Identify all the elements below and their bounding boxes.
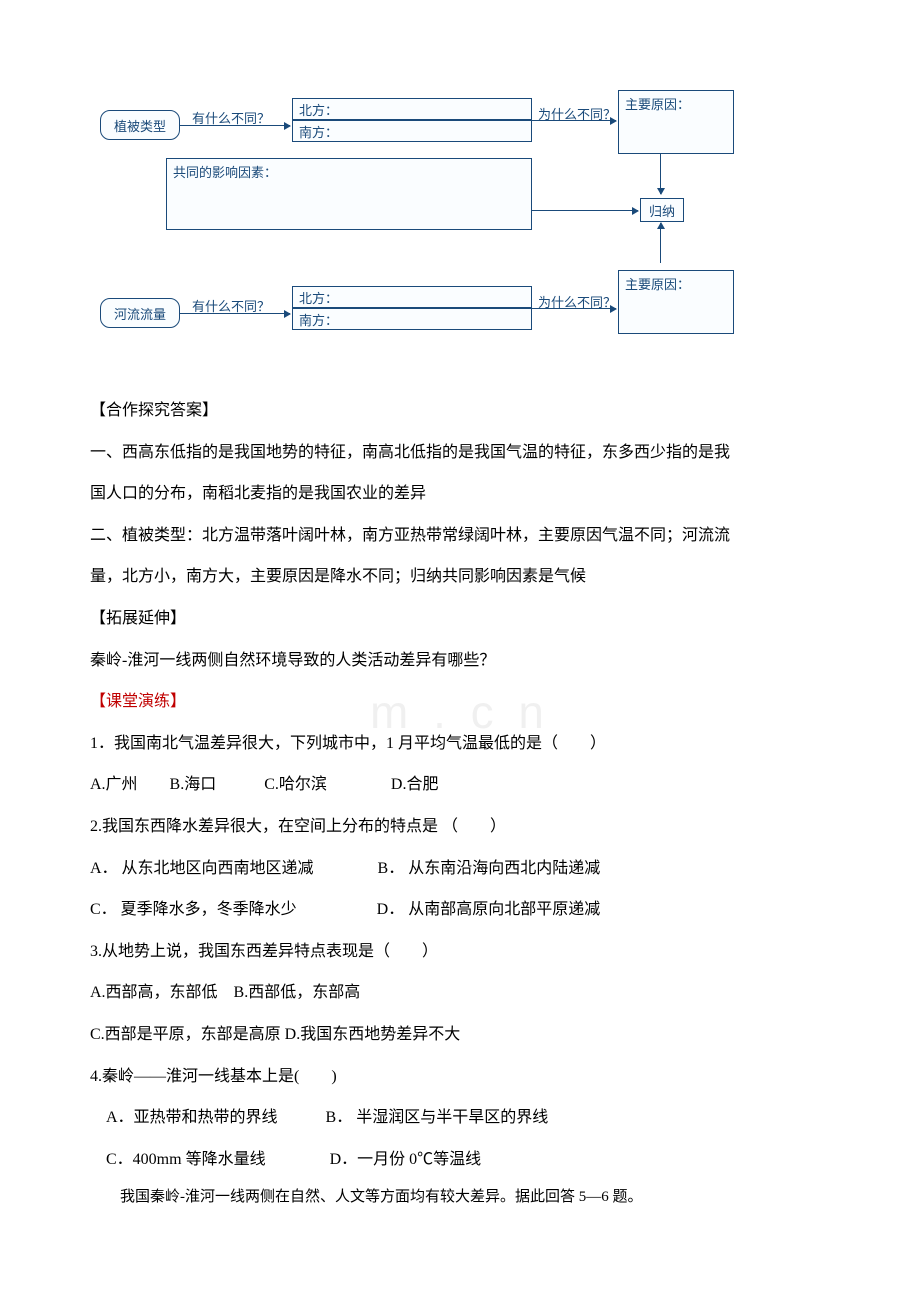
page: 植被类型 有什么不同？ 北方： 南方： 为什么不同？ 主要原因： 共同的影响因素… <box>90 90 830 1215</box>
veg-q-diff: 有什么不同？ <box>192 108 270 127</box>
q4: 4.秦岭——淮河一线基本上是( ) <box>90 1056 830 1098</box>
veg-q-why: 为什么不同？ <box>538 104 616 123</box>
extend-heading: 【拓展延伸】 <box>90 598 830 640</box>
flow-south-box: 南方： <box>292 308 532 330</box>
q3-b: C.西部是平原，东部是高原 D.我国东西地势差异不大 <box>90 1014 830 1056</box>
answers-heading: 【合作探究答案】 <box>90 390 830 432</box>
diagram: 植被类型 有什么不同？ 北方： 南方： 为什么不同？ 主要原因： 共同的影响因素… <box>100 90 820 380</box>
flow-north: 北方： <box>299 288 338 307</box>
common-box: 共同的影响因素： <box>166 158 532 230</box>
veg-reason: 主要原因： <box>625 94 690 113</box>
merge-label: 归纳 <box>649 201 675 220</box>
q3-a: A.西部高，东部低 B.西部低，东部高 <box>90 972 830 1014</box>
extend-q: 秦岭-淮河一线两侧自然环境导致的人类活动差异有哪些？ <box>90 640 830 682</box>
veg-north: 北方： <box>299 100 338 119</box>
answers-l3: 二、植被类型：北方温带落叶阔叶林，南方亚热带常绿阔叶林，主要原因气温不同；河流流 <box>90 515 830 557</box>
merge-box: 归纳 <box>640 198 684 222</box>
q3: 3.从地势上说，我国东西差异特点表现是（ ） <box>90 931 830 973</box>
arrow <box>660 154 661 194</box>
veg-type-box: 植被类型 <box>100 110 180 140</box>
q1-opts: A.广州 B.海口 C.哈尔滨 D.合肥 <box>90 764 830 806</box>
flow-north-box: 北方： <box>292 286 532 308</box>
flow-south: 南方： <box>299 310 338 329</box>
veg-type-label: 植被类型 <box>114 116 166 135</box>
flow-q-diff: 有什么不同？ <box>192 296 270 315</box>
flow-q-why: 为什么不同？ <box>538 292 616 311</box>
q4-a: A．亚热带和热带的界线 B． 半湿润区与半干旱区的界线 <box>90 1097 830 1139</box>
q4-b: C．400mm 等降水量线 D．一月份 0℃等温线 <box>90 1139 830 1181</box>
lead-56: 我国秦岭-淮河一线两侧在自然、人文等方面均有较大差异。据此回答 5—6 题。 <box>90 1180 830 1215</box>
flow-box: 河流流量 <box>100 298 180 328</box>
answers-l2: 国人口的分布，南稻北麦指的是我国农业的差异 <box>90 473 830 515</box>
q1: 1．我国南北气温差异很大，下列城市中，1 月平均气温最低的是（ ） <box>90 723 830 765</box>
practice-heading: 【课堂演练】 <box>90 681 830 723</box>
answers-l1: 一、西高东低指的是我国地势的特征，南高北低指的是我国气温的特征，东多西少指的是我 <box>90 432 830 474</box>
flow-reason-box: 主要原因： <box>618 270 734 334</box>
flow-reason: 主要原因： <box>625 274 690 293</box>
answers-l4: 量，北方小，南方大，主要原因是降水不同；归纳共同影响因素是气候 <box>90 556 830 598</box>
arrow <box>532 210 638 211</box>
veg-reason-box: 主要原因： <box>618 90 734 154</box>
veg-south-box: 南方： <box>292 120 532 142</box>
q2-b: C． 夏季降水多，冬季降水少 D． 从南部高原向北部平原递减 <box>90 889 830 931</box>
arrow <box>660 223 661 263</box>
q2: 2.我国东西降水差异很大，在空间上分布的特点是 （ ） <box>90 806 830 848</box>
flow-label: 河流流量 <box>114 304 166 323</box>
veg-south: 南方： <box>299 122 338 141</box>
common-label: 共同的影响因素： <box>173 162 277 181</box>
q2-a: A． 从东北地区向西南地区递减 B． 从东南沿海向西北内陆递减 <box>90 848 830 890</box>
veg-north-box: 北方： <box>292 98 532 120</box>
